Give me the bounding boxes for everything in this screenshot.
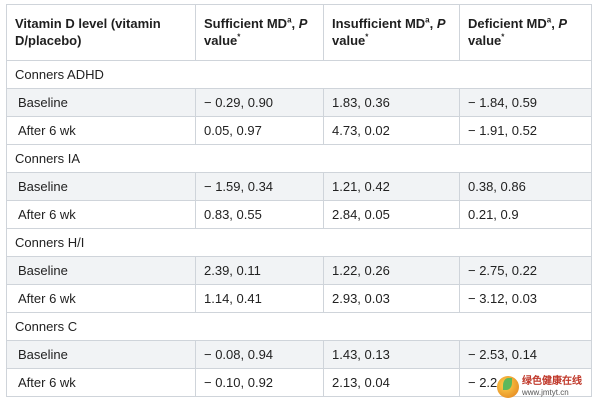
- watermark-logo: 绿色健康在线 www.jmtyt.cn: [497, 374, 593, 400]
- cell-insufficient: 2.93, 0.03: [323, 285, 459, 312]
- header-col3-main: Insufficient MD: [332, 16, 426, 31]
- header-col2-p: P: [298, 16, 308, 31]
- leaf-logo-icon: [497, 376, 519, 398]
- header-col3-p: P: [436, 16, 446, 31]
- row-label: After 6 wk: [18, 207, 76, 222]
- cell-deficient: − 2.75, 0.22: [459, 257, 591, 284]
- table-row: Baseline 2.39, 0.11 1.22, 0.26 − 2.75, 0…: [7, 256, 591, 284]
- cell-sufficient: 2.39, 0.11: [195, 257, 323, 284]
- row-label: After 6 wk: [18, 375, 76, 390]
- table-row: Baseline − 0.08, 0.94 1.43, 0.13 − 2.53,…: [7, 340, 591, 368]
- cell-insufficient: 2.13, 0.04: [323, 369, 459, 396]
- cell-sufficient: 0.05, 0.97: [195, 117, 323, 144]
- header-sufficient: Sufficient MDa, P value*: [195, 5, 323, 60]
- group-title: Conners ADHD: [15, 67, 104, 82]
- cell-sufficient: − 0.29, 0.90: [195, 89, 323, 116]
- header-deficient: Deficient MDa, P value*: [459, 5, 591, 60]
- header-col4-main: Deficient MD: [468, 16, 547, 31]
- cell-insufficient: 1.21, 0.42: [323, 173, 459, 200]
- table-row: Baseline − 1.59, 0.34 1.21, 0.42 0.38, 0…: [7, 172, 591, 200]
- table-row: Baseline − 0.29, 0.90 1.83, 0.36 − 1.84,…: [7, 88, 591, 116]
- watermark-cn: 绿色健康在线: [522, 376, 582, 387]
- header-col4-star: *: [501, 32, 505, 42]
- header-col4-tail: value: [468, 33, 502, 48]
- header-col3-star: *: [365, 32, 369, 42]
- cell-sufficient: − 0.08, 0.94: [195, 341, 323, 368]
- header-vitamin-d-level: Vitamin D level (vitamin D/placebo): [7, 5, 195, 60]
- watermark-url: www.jmtyt.cn: [522, 388, 569, 397]
- cell-deficient: − 1.84, 0.59: [459, 89, 591, 116]
- header-col2-main: Sufficient MD: [204, 16, 288, 31]
- cell-deficient: 0.21, 0.9: [459, 201, 591, 228]
- watermark-text: 绿色健康在线 www.jmtyt.cn: [522, 376, 582, 398]
- row-label: Baseline: [18, 263, 68, 278]
- group-title: Conners IA: [15, 151, 81, 166]
- cell-sufficient: − 1.59, 0.34: [195, 173, 323, 200]
- header-col3-sup: a: [425, 15, 430, 25]
- cell-sufficient: 0.83, 0.55: [195, 201, 323, 228]
- header-col2-star: *: [237, 32, 241, 42]
- cell-deficient: − 3.12, 0.03: [459, 285, 591, 312]
- cell-insufficient: 4.73, 0.02: [323, 117, 459, 144]
- header-insufficient: Insufficient MDa, P value*: [323, 5, 459, 60]
- row-label: Baseline: [18, 179, 68, 194]
- results-table: Vitamin D level (vitamin D/placebo) Suff…: [6, 4, 592, 397]
- row-label: Baseline: [18, 95, 68, 110]
- group-title: Conners C: [15, 319, 78, 334]
- cell-sufficient: − 0.10, 0.92: [195, 369, 323, 396]
- cell-sufficient: 1.14, 0.41: [195, 285, 323, 312]
- cell-insufficient: 1.83, 0.36: [323, 89, 459, 116]
- group-row-conners-c: Conners C: [7, 312, 591, 340]
- cell-deficient: − 2.2: [459, 369, 591, 396]
- table-header-row: Vitamin D level (vitamin D/placebo) Suff…: [7, 5, 591, 60]
- header-col2-text: Sufficient MDa, P value*: [204, 15, 323, 49]
- group-row-conners-hi: Conners H/I: [7, 228, 591, 256]
- header-col3-text: Insufficient MDa, P value*: [332, 15, 459, 49]
- table-row: After 6 wk − 0.10, 0.92 2.13, 0.04 − 2.2: [7, 368, 591, 396]
- table-row: After 6 wk 1.14, 0.41 2.93, 0.03 − 3.12,…: [7, 284, 591, 312]
- row-label: After 6 wk: [18, 291, 76, 306]
- group-row-conners-adhd: Conners ADHD: [7, 60, 591, 88]
- row-label: After 6 wk: [18, 123, 76, 138]
- header-col4-p: P: [558, 16, 568, 31]
- group-row-conners-ia: Conners IA: [7, 144, 591, 172]
- header-col4-sup: a: [546, 15, 552, 25]
- header-col2-sup: a: [287, 15, 292, 25]
- row-label: Baseline: [18, 347, 68, 362]
- cell-insufficient: 1.43, 0.13: [323, 341, 459, 368]
- header-col2-sep: ,: [291, 16, 299, 31]
- header-col1-text: Vitamin D level (vitamin D/placebo): [15, 16, 161, 48]
- table-row: After 6 wk 0.83, 0.55 2.84, 0.05 0.21, 0…: [7, 200, 591, 228]
- table-row: After 6 wk 0.05, 0.97 4.73, 0.02 − 1.91,…: [7, 116, 591, 144]
- cell-deficient: − 2.53, 0.14: [459, 341, 591, 368]
- cell-deficient: − 1.91, 0.52: [459, 117, 591, 144]
- group-title: Conners H/I: [15, 235, 85, 250]
- header-col3-tail: value: [332, 33, 366, 48]
- header-col2-tail: value: [204, 33, 238, 48]
- header-col4-sep: ,: [551, 16, 559, 31]
- cell-deficient: 0.38, 0.86: [459, 173, 591, 200]
- header-col3-sep: ,: [429, 16, 437, 31]
- header-col4-text: Deficient MDa, P value*: [468, 15, 591, 49]
- cell-insufficient: 1.22, 0.26: [323, 257, 459, 284]
- cell-insufficient: 2.84, 0.05: [323, 201, 459, 228]
